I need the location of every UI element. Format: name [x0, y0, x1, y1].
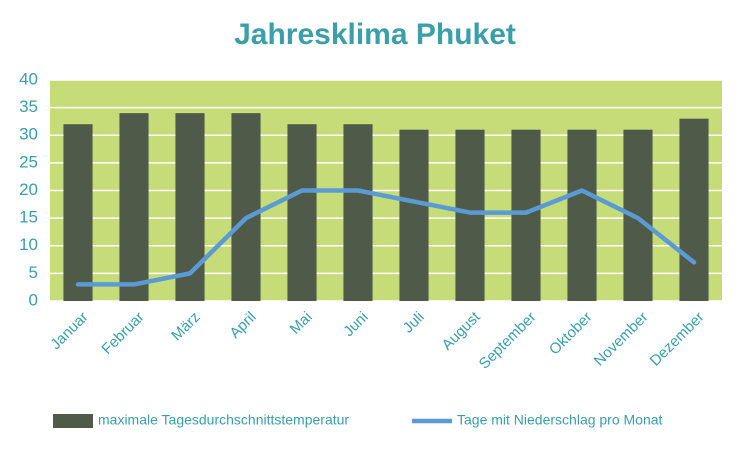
y-tick-label: 20: [19, 180, 38, 199]
x-tick-label: November: [591, 309, 652, 370]
x-tick-label: Mai: [287, 309, 316, 338]
y-tick-label: 35: [19, 97, 38, 116]
x-tick-label: Dezember: [647, 309, 708, 370]
bar: [567, 129, 597, 301]
x-tick-label: August: [439, 308, 485, 354]
x-tick-label: April: [226, 309, 259, 342]
bar: [511, 129, 541, 301]
legend-swatch: [53, 414, 93, 428]
bar: [455, 129, 485, 301]
y-tick-label: 0: [29, 290, 38, 309]
legend-label: maximale Tagesdurchschnittstemperatur: [98, 412, 349, 428]
x-tick-label: Oktober: [546, 309, 596, 359]
x-tick-label: Januar: [47, 309, 91, 353]
x-tick-label: März: [168, 309, 204, 345]
bar: [343, 124, 373, 301]
line: [75, 188, 697, 287]
bar: [399, 129, 429, 301]
y-tick-label: 30: [19, 125, 38, 144]
y-tick-label: 15: [19, 208, 38, 227]
chart-title: Jahresklima Phuket: [234, 18, 516, 51]
legend-label: Tage mit Niederschlag pro Monat: [457, 412, 663, 428]
bar: [231, 113, 261, 302]
x-tick-label: Februar: [98, 309, 147, 358]
bar: [119, 113, 149, 302]
y-tick-label: 5: [29, 263, 38, 282]
bar: [63, 124, 93, 301]
y-tick-label: 25: [19, 152, 38, 171]
y-tick-label: 40: [19, 69, 38, 88]
bar: [679, 118, 709, 301]
bar: [287, 124, 317, 301]
x-tick-label: September: [476, 309, 540, 373]
x-tick-label: Juli: [400, 309, 428, 337]
x-tick-label: Juni: [340, 309, 371, 340]
y-tick-label: 10: [19, 235, 38, 254]
bar: [175, 113, 205, 302]
